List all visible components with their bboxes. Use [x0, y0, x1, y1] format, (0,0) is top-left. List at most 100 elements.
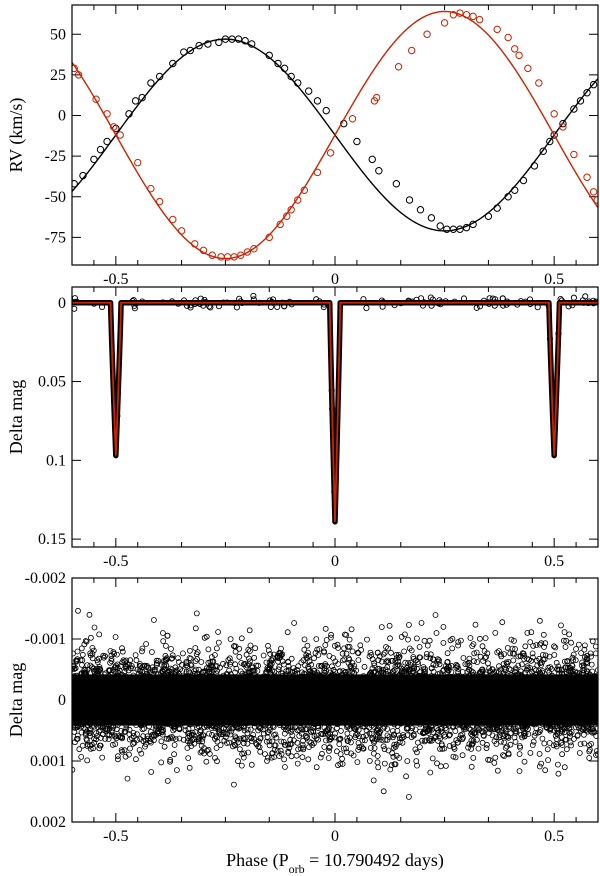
residual-point: [173, 673, 180, 680]
rv-point: [305, 87, 313, 95]
residual-point: [467, 635, 474, 641]
residual-point: [403, 725, 410, 732]
residual-point: [542, 652, 549, 659]
residual-point: [150, 732, 157, 738]
residual-point: [491, 760, 498, 766]
residual-point: [193, 610, 200, 617]
lc-point: [320, 304, 327, 311]
rv-point: [546, 137, 554, 146]
residual-point: [158, 738, 165, 745]
residual-point: [337, 751, 344, 757]
residual-point: [330, 666, 337, 673]
residual-point: [201, 750, 208, 757]
residual-point: [333, 748, 340, 755]
residual-point: [84, 757, 91, 764]
residual-point: [305, 756, 312, 763]
residual-point: [566, 664, 573, 671]
residual-point: [416, 654, 423, 661]
residual-point: [98, 721, 105, 727]
residual-point: [72, 729, 78, 735]
residual-point: [530, 721, 536, 727]
residual-point: [368, 652, 375, 658]
residual-point: [410, 656, 417, 662]
residual-point: [155, 657, 162, 664]
residual-point: [505, 723, 512, 730]
residual-point: [371, 660, 378, 667]
rv-point: [484, 212, 493, 220]
residual-point: [205, 646, 212, 653]
residual-point: [426, 737, 432, 744]
residual-point: [479, 729, 486, 736]
residual-point: [562, 644, 569, 650]
residual-point: [360, 733, 367, 740]
residual-point: [465, 744, 472, 751]
rv-point: [217, 253, 225, 261]
rv-point: [469, 220, 477, 229]
residual-point: [527, 639, 534, 645]
residual-point: [337, 735, 344, 742]
residual-point: [506, 666, 513, 672]
residual-point: [74, 648, 81, 655]
residual-point: [158, 662, 165, 668]
residual-point: [466, 655, 473, 662]
residual-point: [121, 658, 128, 665]
residual-point: [384, 664, 391, 671]
residual-point: [96, 631, 103, 638]
residual-point: [255, 662, 262, 669]
residual-point: [562, 664, 568, 671]
y-tick-label: -0.001: [25, 631, 66, 648]
residual-point: [507, 741, 514, 748]
residual-point: [82, 638, 89, 644]
y-tick-label: -75: [45, 229, 66, 246]
residual-point: [140, 733, 147, 740]
residual-point: [533, 667, 539, 674]
residual-point: [492, 630, 499, 636]
residual-point: [581, 667, 588, 674]
residual-point: [244, 726, 251, 733]
residual-point: [241, 750, 248, 757]
residual-point: [92, 667, 99, 673]
residual-point: [393, 655, 400, 661]
residual-point: [493, 734, 500, 741]
residual-point: [216, 722, 223, 729]
rv-point: [524, 64, 532, 73]
residual-point: [454, 663, 461, 670]
residual-point: [251, 654, 258, 661]
residual-point: [436, 657, 442, 663]
residual-point: [374, 759, 381, 766]
residual-point: [304, 733, 311, 740]
residual-point: [577, 727, 584, 734]
residual-point: [539, 735, 546, 742]
residual-point: [500, 733, 507, 740]
residual-point: [468, 763, 475, 770]
residual-point: [367, 745, 374, 751]
residual-point: [352, 734, 359, 741]
residual-point: [441, 732, 448, 738]
residual-point: [295, 663, 302, 670]
lc-point: [460, 295, 468, 302]
residual-point: [445, 663, 452, 670]
residual-point: [301, 670, 307, 677]
residual-point: [124, 775, 131, 782]
residual-point: [479, 643, 486, 650]
residual-point: [185, 726, 192, 732]
residual-point: [588, 653, 594, 660]
residual-point: [424, 642, 431, 649]
residual-point: [106, 725, 113, 732]
residual-point: [539, 669, 546, 676]
residual-point: [171, 751, 178, 758]
residual-point: [368, 720, 375, 727]
residual-point: [281, 756, 288, 763]
residual-point: [477, 653, 484, 660]
residual-point: [143, 641, 150, 647]
residual-point: [265, 642, 271, 649]
residual-point: [244, 730, 251, 737]
residual-point: [561, 764, 568, 771]
residual-point: [339, 650, 346, 657]
residual-point: [430, 661, 437, 668]
residual-point: [142, 741, 149, 747]
residual-point: [228, 725, 235, 732]
residual-point: [553, 659, 560, 666]
residual-point: [186, 655, 193, 661]
residual-point: [88, 634, 94, 641]
